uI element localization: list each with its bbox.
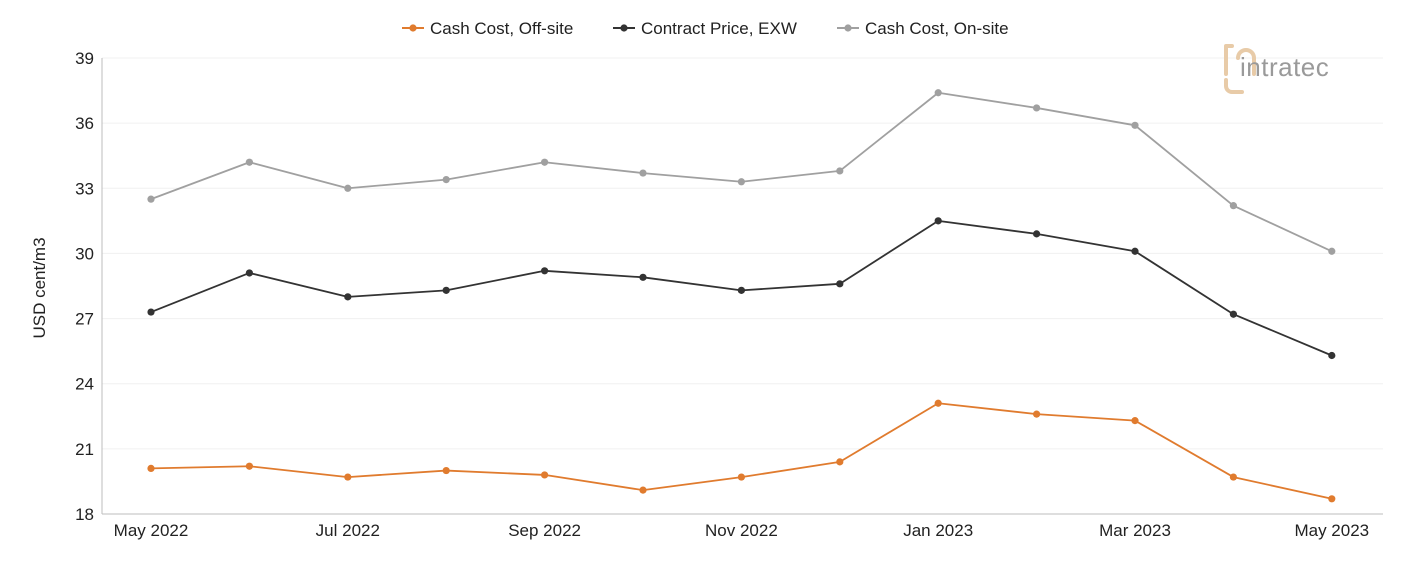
- data-point: [344, 293, 352, 301]
- data-point: [737, 286, 746, 294]
- y-axis-title: USD cent/m3: [30, 237, 49, 338]
- data-point: [934, 217, 942, 225]
- x-tick-label: Jul 2022: [316, 521, 380, 540]
- y-tick-label: 24: [75, 375, 94, 394]
- y-tick-label: 21: [75, 440, 94, 459]
- data-point: [934, 89, 942, 97]
- data-point: [836, 280, 844, 288]
- x-tick-label: May 2023: [1294, 521, 1369, 540]
- data-point: [1229, 202, 1237, 210]
- x-tick-label: Mar 2023: [1099, 521, 1171, 540]
- data-point: [344, 184, 352, 192]
- data-point: [1033, 104, 1041, 112]
- data-point: [639, 273, 647, 281]
- grid-lines: [102, 57, 1383, 450]
- y-tick-label: 27: [75, 310, 94, 329]
- axes: 18 21 24 27 30 33 36 39 May 2022 Jul 2022 Sep 2022…: [75, 49, 1383, 540]
- data-point: [1229, 310, 1237, 318]
- legend-label: Cash Cost, Off-site: [430, 19, 573, 38]
- data-point: [1131, 121, 1139, 129]
- data-point: [737, 473, 746, 481]
- data-point: [737, 178, 746, 186]
- data-point: [934, 399, 942, 407]
- legend-marker-icon: [620, 24, 628, 32]
- series-line: [150, 91, 1333, 253]
- data-point: [1033, 410, 1041, 418]
- data-point: [1328, 495, 1336, 503]
- data-point: [1131, 247, 1139, 255]
- intratec-logo: intratec: [1224, 44, 1329, 94]
- x-tick-label: Jan 2023: [903, 521, 973, 540]
- data-point: [442, 286, 450, 294]
- series-lines: [147, 89, 1336, 503]
- legend-marker-icon: [844, 24, 852, 32]
- data-point: [1033, 230, 1041, 238]
- y-tick-label: 18: [75, 505, 94, 524]
- data-point: [245, 462, 253, 470]
- x-tick-label: Sep 2022: [508, 521, 581, 540]
- data-point: [541, 158, 549, 166]
- data-point: [541, 267, 549, 275]
- y-tick-label: 39: [75, 49, 94, 68]
- data-point: [836, 458, 844, 466]
- legend-label: Cash Cost, On-site: [865, 19, 1009, 38]
- legend-marker-icon: [409, 24, 417, 32]
- y-tick-label: 33: [75, 179, 94, 198]
- data-point: [147, 464, 155, 472]
- data-point: [836, 167, 844, 175]
- data-point: [245, 158, 253, 166]
- data-point: [147, 195, 155, 203]
- logo-text: intratec: [1240, 52, 1329, 82]
- data-point: [344, 473, 352, 481]
- data-point: [1328, 247, 1336, 255]
- legend: Cash Cost, Off-site Contract Price, EXW Ca…: [402, 19, 1009, 38]
- logo-mark-icon: [1224, 44, 1256, 94]
- data-point: [541, 471, 549, 479]
- data-point: [1131, 417, 1139, 425]
- data-point: [1328, 351, 1336, 360]
- data-point: [639, 169, 647, 177]
- legend-label: Contract Price, EXW: [641, 19, 797, 38]
- x-tick-label: May 2022: [114, 521, 189, 540]
- y-tick-label: 30: [75, 244, 94, 263]
- data-point: [442, 466, 450, 475]
- data-point: [245, 269, 253, 277]
- x-tick-label: Nov 2022: [705, 521, 778, 540]
- data-point: [639, 486, 647, 494]
- data-point: [147, 308, 155, 316]
- series-line: [150, 402, 1332, 500]
- data-point: [1229, 473, 1237, 481]
- data-point: [442, 176, 450, 184]
- y-tick-label: 36: [75, 114, 94, 133]
